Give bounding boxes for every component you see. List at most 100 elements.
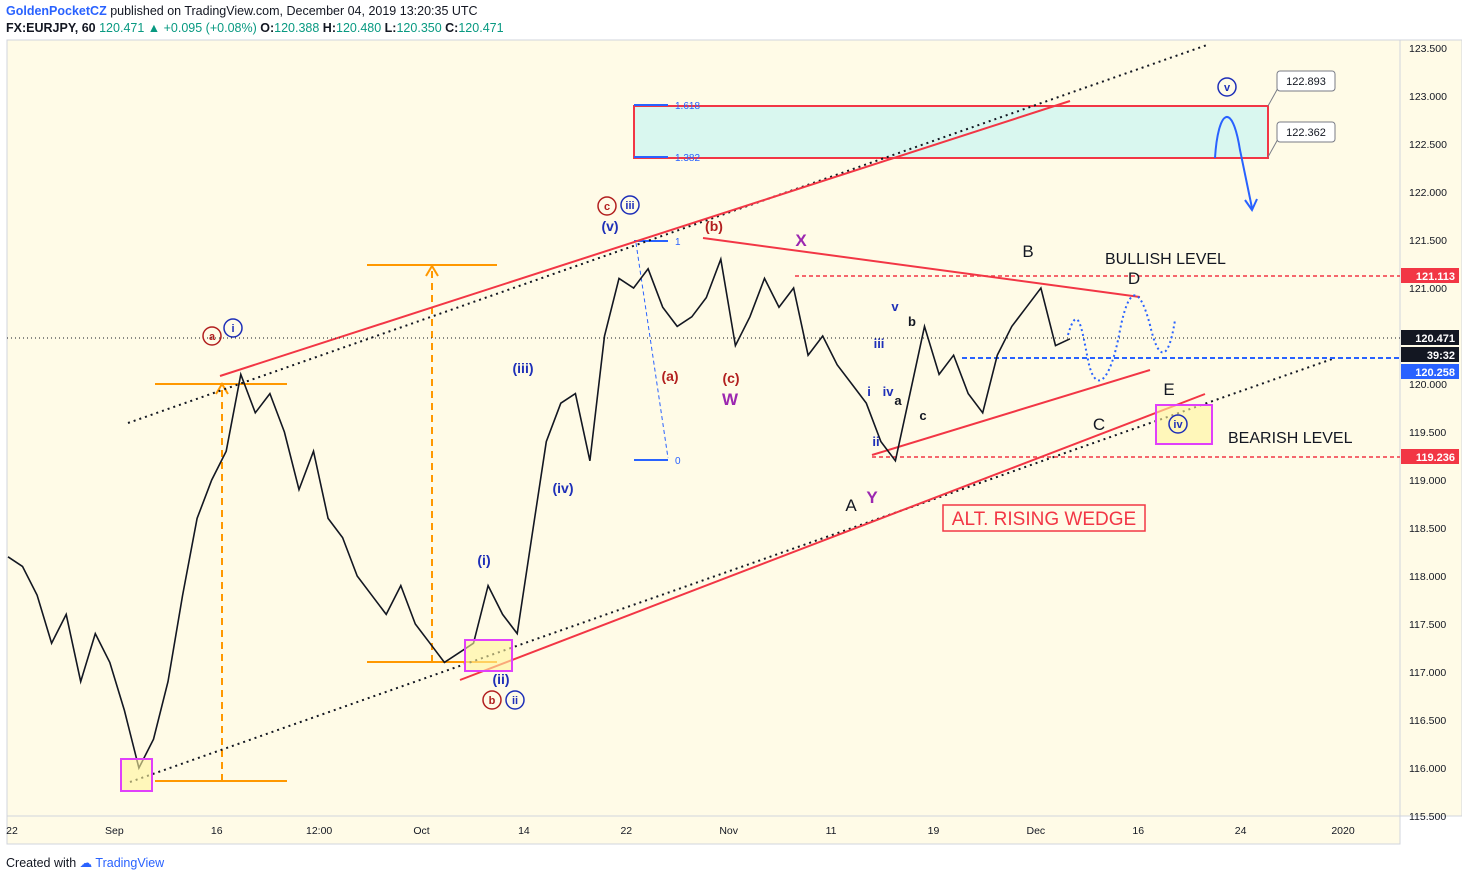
ohlc-line: FX:EURJPY, 60 120.471 ▲ +0.095 (+0.08%) … bbox=[6, 20, 504, 37]
wave-labels: (v)(iii)(iv)(i)(ii)(b)(a) (c)XWYABCDEiiii… bbox=[477, 218, 1174, 687]
created-with-text: Created with bbox=[6, 856, 77, 870]
fib-label-1: 1 bbox=[675, 237, 681, 248]
callout-box-1[interactable] bbox=[1276, 70, 1336, 92]
x-tick-label: Sep bbox=[105, 825, 124, 837]
wave-label: B bbox=[1022, 242, 1033, 261]
callout-connector-2 bbox=[1267, 138, 1279, 158]
y-tick-label: 121.500 bbox=[1409, 235, 1447, 247]
callout-box-2[interactable] bbox=[1276, 121, 1336, 143]
price-label-box bbox=[1401, 268, 1459, 283]
symbol-label[interactable]: FX:EURJPY, 60 bbox=[6, 21, 96, 35]
wave-label: X bbox=[795, 231, 807, 250]
tradingview-link[interactable]: TradingView bbox=[95, 856, 165, 870]
wave-label: (ii) bbox=[492, 671, 509, 687]
bullish-level-text: BULLISH LEVEL bbox=[1105, 251, 1226, 268]
callout-connector-1 bbox=[1267, 87, 1279, 107]
box-low-oct bbox=[464, 639, 513, 672]
callout-text-2: 122.362 bbox=[1286, 127, 1326, 139]
y-tick-label: 123.000 bbox=[1409, 91, 1447, 103]
price-scale-labels: 121.113 120.471 39:32 120.258 119.236 bbox=[1401, 268, 1459, 464]
circled-wave-marker bbox=[1168, 414, 1188, 434]
circled-wave-marker bbox=[505, 690, 525, 710]
y-tick-label: 117.500 bbox=[1409, 619, 1446, 631]
close-label: C: bbox=[445, 21, 459, 35]
circled-wave-marker bbox=[223, 318, 243, 338]
price-label-text: 120.258 bbox=[1415, 367, 1455, 379]
price-label-text: 39:32 bbox=[1427, 350, 1455, 362]
price-label-box bbox=[1401, 449, 1459, 464]
circled-wave-marker bbox=[1217, 77, 1237, 97]
wave-label: iii bbox=[874, 336, 885, 351]
author-link[interactable]: GoldenPocketCZ bbox=[6, 4, 107, 18]
fib-label-1382: 1.382 bbox=[675, 153, 700, 164]
x-tick-label: 16 bbox=[1132, 825, 1144, 837]
x-tick-label: 22 bbox=[620, 825, 632, 837]
wave-label: D bbox=[1128, 269, 1140, 288]
y-tick-label: 118.500 bbox=[1409, 523, 1446, 535]
footer: Created with ☁ TradingView bbox=[6, 855, 164, 870]
y-tick-label: 120.000 bbox=[1409, 379, 1447, 391]
x-tick-label: 14 bbox=[518, 825, 530, 837]
circled-wave-label: b bbox=[489, 695, 496, 707]
wave-label: v bbox=[891, 299, 899, 314]
circled-wave-label: iv bbox=[1173, 419, 1183, 431]
high-label: H: bbox=[322, 21, 336, 35]
y-tick-label: 122.500 bbox=[1409, 139, 1447, 151]
price-scale[interactable] bbox=[1399, 39, 1462, 817]
callout-text-1: 122.893 bbox=[1286, 76, 1326, 88]
fib-label-1618: 1.618 bbox=[675, 101, 700, 112]
x-tick-label: 12:00 bbox=[306, 825, 332, 837]
x-tick-label: 11 bbox=[826, 825, 837, 837]
wedge-label-text: ALT. RISING WEDGE bbox=[952, 509, 1136, 530]
wave-label: (v) bbox=[601, 218, 618, 234]
published-text: published on TradingView.com, December 0… bbox=[110, 4, 478, 18]
circled-wave-marker bbox=[620, 195, 640, 215]
chart-header: GoldenPocketCZ published on TradingView.… bbox=[6, 3, 504, 37]
price-label-text: 120.471 bbox=[1415, 333, 1455, 345]
x-tick-label: 16 bbox=[211, 825, 223, 837]
target-arrowhead bbox=[1244, 198, 1258, 213]
y-tick-label: 117.000 bbox=[1409, 667, 1446, 679]
x-tick-label: 24 bbox=[1235, 825, 1247, 837]
x-tick-label: Oct bbox=[413, 825, 429, 837]
y-tick-label: 122.000 bbox=[1409, 187, 1447, 199]
price-axis-ticks: 123.500 123.000 122.500 122.000 121.500 121.0… bbox=[1409, 43, 1447, 823]
box-low-sep bbox=[120, 758, 153, 792]
circled-wave-marker bbox=[482, 690, 502, 710]
last-price: 120.471 bbox=[99, 21, 145, 35]
open-label: O: bbox=[260, 21, 275, 35]
close-value: 120.471 bbox=[458, 21, 504, 35]
low-label: L: bbox=[384, 21, 397, 35]
price-label-text: 121.113 bbox=[1416, 271, 1455, 283]
x-tick-label: Nov bbox=[719, 825, 738, 837]
x-tick-label: 2020 bbox=[1331, 825, 1355, 837]
measured-move-1 bbox=[155, 382, 287, 782]
wave-label: (c) bbox=[722, 370, 739, 386]
price-label-box bbox=[1401, 364, 1459, 379]
target-zone[interactable] bbox=[633, 105, 1269, 159]
time-scale[interactable] bbox=[6, 815, 1401, 845]
circled-wave-label: c bbox=[604, 201, 610, 213]
wave-label: (iii) bbox=[513, 360, 534, 376]
y-tick-label: 119.000 bbox=[1409, 475, 1446, 487]
wave-label: a bbox=[894, 393, 902, 408]
wave-label: C bbox=[1093, 415, 1105, 434]
y-tick-label: 119.500 bbox=[1409, 427, 1446, 439]
tradingview-logo-icon: ☁ bbox=[79, 856, 93, 870]
target-projection bbox=[1214, 115, 1253, 209]
circled-wave-marker bbox=[597, 196, 617, 216]
circled-wave-label: iii bbox=[625, 200, 634, 212]
price-label-text: 119.236 bbox=[1416, 452, 1455, 464]
x-tick-label: Dec bbox=[1027, 825, 1046, 837]
box-wave-iv bbox=[1155, 404, 1213, 445]
y-tick-label: 121.000 bbox=[1409, 283, 1447, 295]
circled-wave-label: v bbox=[1224, 82, 1231, 94]
bearish-level-text: BEARISH LEVEL bbox=[1228, 430, 1353, 447]
open-value: 120.388 bbox=[274, 21, 320, 35]
wave-label: ii bbox=[872, 434, 879, 449]
publish-line: GoldenPocketCZ published on TradingView.… bbox=[6, 3, 504, 20]
price-label-box bbox=[1401, 330, 1459, 345]
wave-label: iv bbox=[883, 384, 895, 399]
y-tick-label: 116.000 bbox=[1409, 763, 1446, 775]
